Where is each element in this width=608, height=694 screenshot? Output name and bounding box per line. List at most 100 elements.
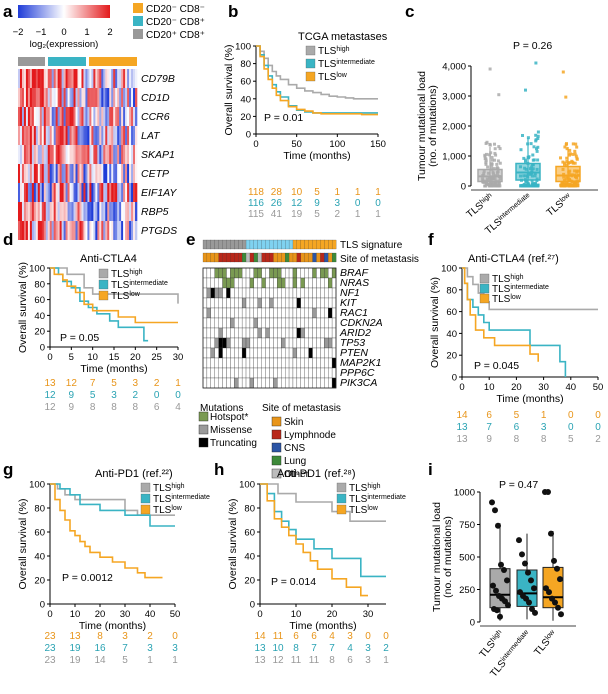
oncoprint-cell: [214, 287, 219, 299]
site-of-metastasis-cell: [328, 252, 333, 263]
heatmap-cell: [37, 202, 41, 221]
oncoprint-cell: [202, 297, 208, 309]
heatmap-cell: [91, 107, 94, 126]
oncoprint-cell: [261, 327, 266, 339]
oncoprint-cell: [226, 267, 231, 279]
heatmap-cell: [99, 69, 102, 88]
oncoprint-cell: [218, 267, 223, 279]
legend-label: TLSintermediate: [318, 59, 375, 71]
oncoprint-cell: [292, 317, 298, 329]
risk-table-value: 3: [111, 390, 117, 401]
data-point: [487, 183, 491, 187]
data-point: [495, 162, 499, 166]
heatmap-cell: [33, 164, 37, 183]
risk-table-value: 23: [44, 655, 56, 666]
heatmap-cell: [61, 164, 64, 183]
heatmap-cell: [95, 126, 98, 145]
oncoprint-cell: [273, 367, 278, 379]
y-tick-label: 60: [34, 295, 45, 306]
heatmap-cell: [73, 183, 76, 202]
heatmap-cell: [131, 126, 134, 145]
oncoprint-cell: [324, 367, 329, 379]
risk-table-value: 23: [44, 643, 56, 654]
risk-table-value: 10: [272, 643, 284, 654]
oncoprint-cell: [320, 277, 325, 289]
oncoprint-cell: [257, 277, 262, 289]
data-point: [484, 161, 488, 165]
heatmap-cell: [127, 183, 130, 202]
heatmap-cell: [123, 107, 126, 126]
data-point: [555, 604, 561, 611]
heatmap-cell: [21, 69, 25, 88]
chart-title: Anti-PD1 (ref.²²): [95, 468, 173, 480]
heatmap-cell: [18, 164, 21, 183]
oncoprint-cell: [234, 327, 239, 339]
heatmap-cell: [51, 126, 54, 145]
oncoprint-cell: [214, 267, 219, 279]
tls-signature-cell: [328, 239, 333, 250]
oncoprint-cell: [277, 317, 282, 329]
y-tick-label: 60: [446, 307, 457, 318]
oncoprint-cell: [238, 347, 243, 359]
heatmap-cell: [105, 145, 108, 164]
heatmap-cell: [45, 126, 49, 145]
heatmap-cell: [133, 164, 136, 183]
legend-label-main: TLS: [111, 291, 130, 302]
data-point: [561, 70, 565, 74]
oncoprint-cell: [316, 337, 321, 349]
heatmap-cell: [135, 126, 138, 145]
heatmap-cell: [91, 88, 94, 107]
heatmap-cell: [125, 126, 128, 145]
legend-label-superscript: low: [171, 505, 182, 512]
data-point: [554, 565, 560, 572]
oncoprint-cell: [273, 377, 278, 389]
oncoprint-cell: [312, 277, 317, 289]
oncoprint-cell: [328, 267, 333, 279]
heatmap-cell: [43, 164, 47, 183]
oncoprint-cell: [277, 267, 282, 279]
oncoprint-cell: [273, 337, 278, 349]
oncoprint-cell: [312, 287, 317, 299]
oncoprint-cell: [249, 267, 255, 279]
heatmap-cell: [61, 202, 64, 221]
risk-table-value: 12: [66, 378, 78, 389]
data-point: [573, 149, 577, 153]
x-tick-label: 20: [130, 352, 141, 363]
data-point: [575, 145, 579, 149]
risk-table-value: 19: [69, 643, 81, 654]
oncoprint-cell: [202, 377, 208, 389]
oncoprint-cell: [320, 327, 325, 339]
oncoprint-cell: [218, 347, 223, 359]
oncoprint-cell: [226, 367, 231, 379]
oncoprint-gene-label: NRAS: [340, 277, 369, 289]
heatmap-cell: [45, 221, 49, 240]
heatmap-cell: [65, 88, 68, 107]
data-point: [495, 166, 499, 170]
heatmap-cell: [18, 126, 21, 145]
x-tick-label: 150: [370, 139, 386, 150]
heatmap-cell: [53, 107, 56, 126]
oncoprint-cell: [320, 347, 325, 359]
oncoprint-cell: [218, 337, 223, 349]
oncoprint-cell: [316, 327, 321, 339]
data-point: [564, 95, 568, 99]
oncoprint-cell: [312, 337, 317, 349]
heatmap-cell: [47, 69, 51, 88]
legend-label-superscript: high: [129, 269, 142, 276]
heatmap-cell: [23, 107, 27, 126]
heatmap-cell: [85, 107, 88, 126]
tls-signature-cell: [288, 239, 294, 250]
data-point: [521, 134, 524, 137]
risk-table-value: 8: [97, 631, 103, 642]
heatmap-cell: [133, 202, 136, 221]
box-iqr: [555, 165, 581, 183]
oncoprint-cell: [249, 317, 255, 329]
y-axis-label: Overall survival (%): [17, 262, 29, 353]
oncoprint-cell: [288, 267, 294, 279]
tls-signature-cell: [312, 239, 317, 250]
heatmap-cell: [18, 107, 21, 126]
oncoprint-cell: [331, 377, 337, 389]
heatmap-cell: [67, 221, 70, 240]
risk-table-value: 3: [122, 631, 128, 642]
